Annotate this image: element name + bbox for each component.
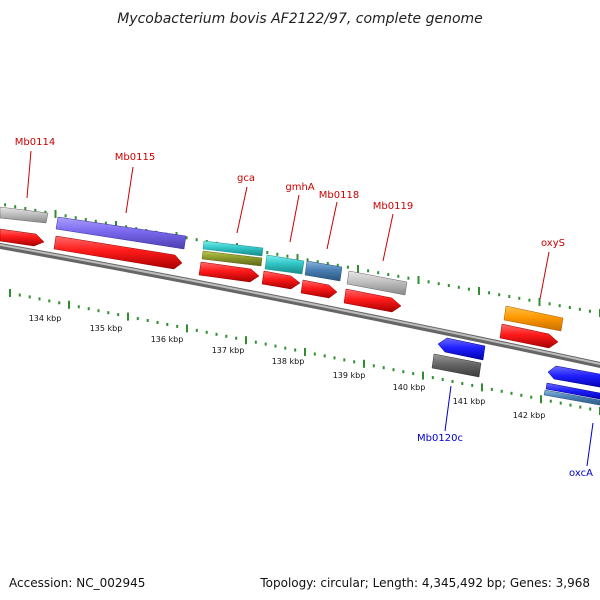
gene-feature-mb0119[interactable] — [343, 270, 408, 313]
gene-label-mb0118[interactable]: Mb0118 — [319, 190, 359, 201]
feature-bar-olive — [201, 250, 263, 267]
feature-arrow-red — [499, 323, 559, 349]
scale-label-135: 135 kbp — [90, 324, 123, 333]
gene-label-gca[interactable]: gca — [237, 173, 255, 184]
feature-arrow-red — [0, 228, 45, 247]
gene-label-mb0115[interactable]: Mb0115 — [115, 152, 155, 163]
gene-feature-gca[interactable] — [198, 240, 264, 283]
gene-label-oxca[interactable]: oxcA — [569, 468, 593, 479]
lower-tick-track — [9, 289, 600, 415]
gene-feature-oxys[interactable] — [499, 305, 564, 349]
genome-backbone-highlight — [0, 243, 600, 365]
leader-line-mb0120c — [444, 385, 452, 432]
forward-feature-track — [0, 206, 564, 349]
feature-bar-orange — [503, 305, 564, 332]
gene-feature-mb0115[interactable] — [53, 216, 187, 270]
gene-feature-mb0120c[interactable] — [431, 337, 486, 378]
feature-arrow-red — [198, 261, 260, 283]
feature-arrow-red — [261, 270, 301, 290]
leader-line-gmha — [289, 194, 300, 243]
scale-label-142: 142 kbp — [513, 411, 546, 420]
gene-feature-mb0114[interactable] — [0, 206, 49, 247]
feature-bar-gray — [0, 206, 49, 224]
gene-labels: Mb0114 Mb0115 gca gmhA Mb0118 Mb0119 oxy… — [15, 137, 593, 479]
upper-tick-track — [4, 203, 600, 317]
scale-label-138: 138 kbp — [272, 357, 305, 366]
feature-bar-cyan — [264, 254, 305, 275]
feature-bar-gray — [346, 270, 408, 296]
scale-labels: 134 kbp 135 kbp 136 kbp 137 kbp 138 kbp … — [29, 314, 546, 420]
page-title: Mycobacterium bovis AF2122/97, complete … — [117, 11, 483, 27]
feature-bar-steelblue — [543, 389, 600, 406]
leader-line-mb0119 — [382, 213, 394, 262]
feature-arrow-red — [53, 235, 183, 270]
gene-feature-oxca[interactable] — [543, 365, 600, 406]
feature-arrow-blue — [547, 365, 600, 388]
leader-line-mb0114 — [26, 150, 32, 199]
gene-label-oxys[interactable]: oxyS — [541, 238, 565, 249]
gene-label-mb0114[interactable]: Mb0114 — [15, 137, 55, 148]
scale-label-140: 140 kbp — [393, 383, 426, 392]
accession-text: Accession: NC_002945 — [9, 576, 145, 590]
label-leader-lines — [26, 150, 594, 467]
leader-line-mb0118 — [326, 201, 338, 250]
feature-bar-darkgray — [431, 353, 482, 378]
gene-feature-mb0118[interactable] — [300, 260, 343, 299]
feature-arrow-red — [343, 288, 402, 313]
feature-arrow-red — [300, 279, 338, 299]
gene-label-mb0120c[interactable]: Mb0120c — [417, 433, 463, 444]
gene-feature-gmha[interactable] — [261, 254, 305, 290]
leader-line-gca — [236, 186, 248, 234]
feature-bar-purple — [55, 216, 187, 250]
topology-summary: Topology: circular; Length: 4,345,492 bp… — [259, 576, 590, 590]
leader-line-oxys — [539, 251, 550, 300]
scale-label-134: 134 kbp — [29, 314, 62, 323]
reverse-feature-track — [431, 337, 600, 406]
leader-line-oxca — [586, 422, 594, 467]
scale-label-137: 137 kbp — [212, 346, 245, 355]
gene-label-gmha[interactable]: gmhA — [285, 182, 314, 193]
gene-label-mb0119[interactable]: Mb0119 — [373, 201, 413, 212]
feature-bar-steelblue — [304, 260, 343, 282]
scale-label-141: 141 kbp — [453, 397, 486, 406]
leader-line-mb0115 — [125, 166, 134, 214]
feature-bar-blue — [545, 382, 600, 400]
feature-arrow-blue — [437, 337, 486, 361]
feature-bar-cyan — [202, 240, 264, 257]
scale-label-136: 136 kbp — [151, 335, 184, 344]
scale-label-139: 139 kbp — [333, 371, 366, 380]
